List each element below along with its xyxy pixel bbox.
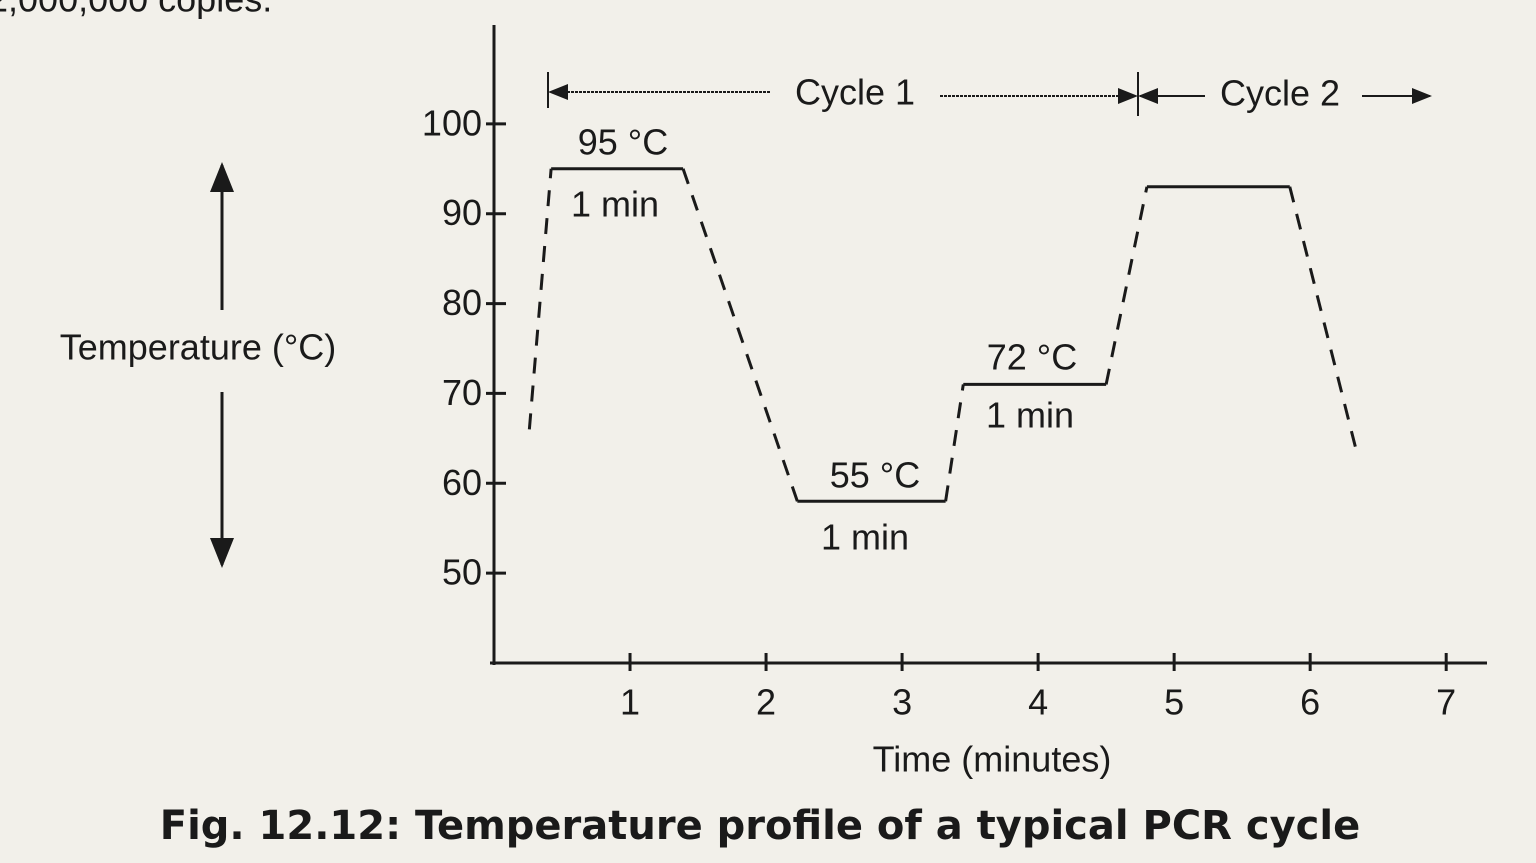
annotation: Cycle 1: [795, 72, 915, 113]
y-tick-label: 90: [442, 192, 482, 233]
annotation: 1 min: [986, 395, 1074, 436]
ramp-segment: [944, 384, 965, 502]
y-tick-label: 100: [422, 102, 482, 143]
ramp-segment: [527, 168, 553, 430]
y-tick-label: 50: [442, 552, 482, 593]
y-tick-label: 60: [442, 462, 482, 503]
x-tick-label: 2: [756, 682, 776, 723]
x-tick-label: 5: [1164, 682, 1184, 723]
annotation: 1 min: [821, 517, 909, 558]
x-tick-label: 6: [1300, 682, 1320, 723]
y-axis-label: Temperature (°C): [60, 327, 336, 368]
cycle-arrows: [210, 72, 1432, 568]
y-tick-label: 70: [442, 372, 482, 413]
chart-title: Fig. 12.12: Temperature profile of a typ…: [160, 803, 1360, 849]
annotation: 55 °C: [830, 455, 920, 496]
ramp-segment: [681, 168, 799, 502]
annotation: Cycle 2: [1220, 73, 1340, 114]
annotation: 72 °C: [987, 337, 1077, 378]
x-axis-label: Time (minutes): [873, 739, 1112, 780]
x-tick-label: 7: [1436, 682, 1456, 723]
x-tick-label: 4: [1028, 682, 1048, 723]
y-tick-label: 80: [442, 282, 482, 323]
annotation: 1 min: [571, 184, 659, 225]
page-text: s 2,000,000 copies.: [0, 0, 272, 20]
ramp-segment: [1104, 186, 1149, 385]
ramp-segment: [1288, 186, 1360, 457]
annotation: 95 °C: [578, 122, 668, 163]
x-tick-label: 1: [620, 682, 640, 723]
x-tick-label: 3: [892, 682, 912, 723]
